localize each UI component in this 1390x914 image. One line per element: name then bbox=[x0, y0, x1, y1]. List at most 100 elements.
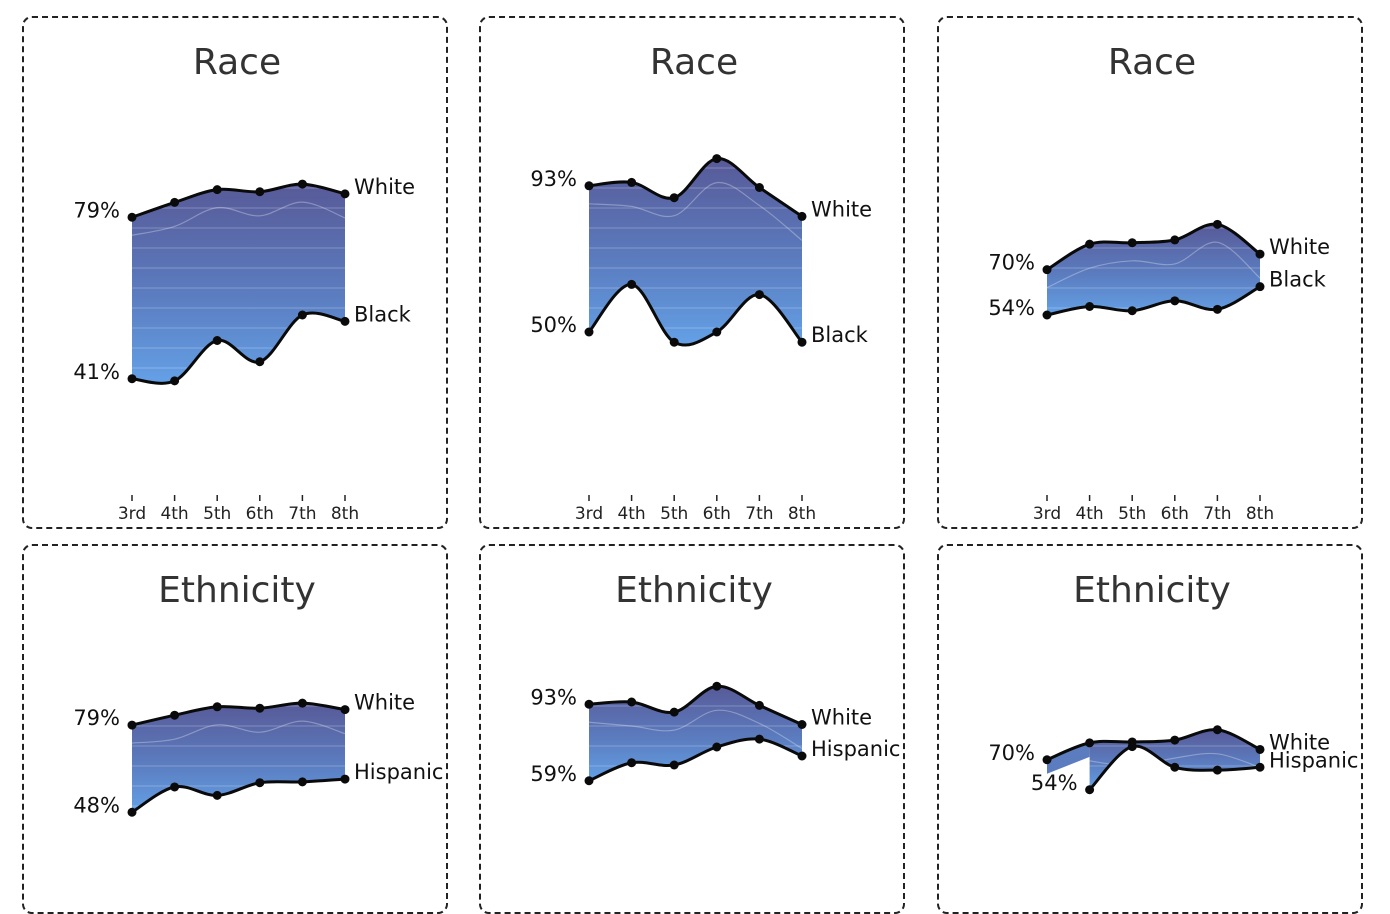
point-black-6th bbox=[255, 357, 265, 367]
point-white-4th bbox=[1085, 239, 1095, 249]
chart-race-2: Race 93% 50% White Black 3rd 4th 5th 6th 7th 8th bbox=[530, 42, 872, 524]
point-white-6th bbox=[1170, 235, 1180, 245]
x-tick-label-4th: 4th bbox=[617, 504, 645, 524]
point-white-4th bbox=[170, 197, 180, 207]
band-gridlines bbox=[132, 187, 345, 369]
point-black-5th bbox=[212, 336, 222, 345]
chart-ethnicity-2: Ethnicity 93% 59% White Hispanic bbox=[530, 570, 900, 786]
point-hispanic-6th bbox=[255, 778, 265, 788]
point-white-3rd bbox=[127, 212, 137, 222]
point-white-5th bbox=[669, 707, 679, 717]
series-label-white: White bbox=[1269, 730, 1330, 754]
point-hispanic-4th bbox=[1085, 785, 1095, 795]
point-hispanic-8th bbox=[1255, 762, 1265, 772]
point-white-5th bbox=[212, 702, 222, 712]
area-band bbox=[589, 686, 802, 781]
x-tick-label-6th: 6th bbox=[246, 504, 274, 524]
chart-panel-ethnicity-1: Ethnicity 79% 48% White Hispanic bbox=[22, 544, 448, 914]
value-label-white: 79% bbox=[73, 706, 120, 730]
series-label-hispanic: Hispanic bbox=[811, 737, 900, 761]
point-black-3rd bbox=[1042, 310, 1052, 320]
point-black-4th bbox=[1085, 302, 1095, 311]
chart-panel-race-1: Race 79% 41% White Black 3rd 4th 5th 6th 7th 8th bbox=[22, 16, 448, 529]
value-label-white: 70% bbox=[988, 251, 1035, 275]
line-black bbox=[587, 282, 804, 347]
point-black-5th bbox=[669, 337, 679, 347]
point-white-4th bbox=[170, 710, 180, 720]
point-white-8th bbox=[340, 705, 350, 715]
value-label-hispanic: 48% bbox=[73, 793, 120, 817]
point-black-8th bbox=[340, 316, 350, 326]
point-hispanic-4th bbox=[627, 758, 637, 768]
point-black-8th bbox=[1255, 282, 1265, 292]
series-label-black: Black bbox=[1269, 268, 1327, 292]
area-band bbox=[1047, 224, 1260, 315]
point-black-4th bbox=[170, 376, 180, 386]
point-white-7th bbox=[754, 183, 764, 192]
point-white-7th bbox=[754, 700, 764, 710]
chart-title: Ethnicity bbox=[158, 570, 316, 611]
point-hispanic-3rd bbox=[584, 776, 594, 786]
point-white-5th bbox=[1127, 238, 1137, 248]
chart-panel-ethnicity-3: Ethnicity 70% 54% White Hispanic bbox=[937, 544, 1363, 914]
point-white-3rd bbox=[1042, 265, 1052, 275]
point-white-4th bbox=[627, 177, 637, 187]
point-white-7th bbox=[297, 179, 307, 189]
chart-title: Ethnicity bbox=[1073, 570, 1231, 611]
value-label-white: 79% bbox=[73, 198, 120, 222]
point-hispanic-5th bbox=[669, 760, 679, 770]
series-label-hispanic: Hispanic bbox=[1269, 748, 1358, 772]
chart-title: Race bbox=[650, 42, 738, 83]
series-label-white: White bbox=[811, 706, 872, 730]
point-hispanic-7th bbox=[1212, 765, 1222, 775]
x-tick-label-7th: 7th bbox=[1203, 504, 1231, 524]
series-label-black: Black bbox=[354, 302, 412, 326]
series-label-white: White bbox=[811, 197, 872, 221]
ghost-curve bbox=[132, 201, 345, 236]
x-tick-label-7th: 7th bbox=[745, 504, 773, 524]
chart-panel-ethnicity-2: Ethnicity 93% 59% White Hispanic bbox=[479, 544, 905, 914]
point-white-8th bbox=[1255, 249, 1265, 259]
value-label-hispanic: 59% bbox=[530, 762, 577, 786]
series-label-hispanic: Hispanic bbox=[354, 760, 443, 784]
x-tick-label-3rd: 3rd bbox=[575, 504, 603, 524]
point-hispanic-8th bbox=[797, 751, 807, 761]
x-tick-label-5th: 5th bbox=[660, 504, 688, 524]
point-hispanic-5th bbox=[212, 790, 222, 800]
value-label-hispanic: 54% bbox=[1031, 771, 1078, 795]
point-white-6th bbox=[712, 154, 722, 164]
point-black-3rd bbox=[584, 327, 594, 337]
value-label-white: 93% bbox=[530, 685, 577, 709]
x-tick-label-8th: 8th bbox=[1246, 504, 1274, 524]
series-label-white: White bbox=[1269, 235, 1330, 259]
x-tick-label-6th: 6th bbox=[703, 504, 731, 524]
point-black-7th bbox=[1212, 304, 1222, 314]
point-white-4th bbox=[1085, 738, 1095, 748]
point-black-5th bbox=[1127, 306, 1137, 316]
x-tick-label-4th: 4th bbox=[160, 504, 188, 524]
chart-title: Ethnicity bbox=[615, 570, 773, 611]
point-hispanic-7th bbox=[297, 777, 307, 787]
ghost-curve bbox=[1047, 241, 1260, 289]
point-white-5th bbox=[669, 193, 679, 203]
point-hispanic-5th bbox=[1127, 742, 1137, 752]
point-black-3rd bbox=[127, 374, 137, 384]
point-white-7th bbox=[297, 698, 307, 708]
x-tick-label-6th: 6th bbox=[1161, 504, 1189, 524]
chart-panel-race-3: Race 70% 54% White Black 3rd 4th 5th 6th 7th 8th bbox=[937, 16, 1363, 529]
ghost-curve bbox=[589, 709, 802, 750]
point-hispanic-6th bbox=[1170, 762, 1180, 772]
value-label-black: 54% bbox=[988, 296, 1035, 320]
point-hispanic-8th bbox=[340, 774, 350, 784]
chart-panel-race-2: Race 93% 50% White Black 3rd 4th 5th 6th 7th 8th bbox=[479, 16, 905, 529]
point-hispanic-3rd bbox=[127, 807, 137, 817]
x-tick-label-5th: 5th bbox=[203, 504, 231, 524]
x-tick-label-4th: 4th bbox=[1075, 504, 1103, 524]
x-tick-label-8th: 8th bbox=[331, 504, 359, 524]
chart-ethnicity-1: Ethnicity 79% 48% White Hispanic bbox=[73, 570, 443, 817]
point-black-7th bbox=[754, 290, 764, 300]
chart-title: Race bbox=[1108, 42, 1196, 83]
point-white-6th bbox=[1170, 735, 1180, 745]
x-tick-label-7th: 7th bbox=[288, 504, 316, 524]
